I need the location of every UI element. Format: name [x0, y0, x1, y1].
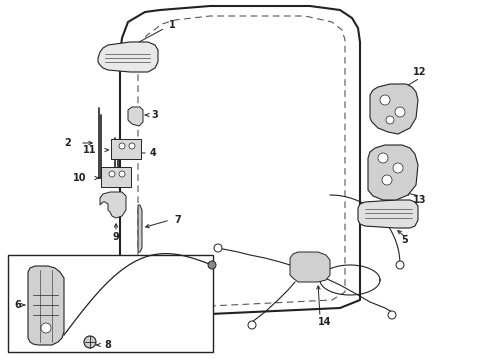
Polygon shape	[100, 192, 126, 218]
Text: 7: 7	[174, 215, 181, 225]
Circle shape	[381, 175, 391, 185]
Polygon shape	[138, 205, 142, 252]
Text: 8: 8	[104, 340, 111, 350]
Circle shape	[119, 143, 125, 149]
FancyBboxPatch shape	[111, 139, 141, 159]
Polygon shape	[369, 84, 417, 134]
Polygon shape	[289, 252, 329, 282]
Text: 11: 11	[83, 145, 97, 155]
Circle shape	[385, 116, 393, 124]
Circle shape	[214, 244, 222, 252]
Circle shape	[129, 143, 135, 149]
FancyBboxPatch shape	[8, 255, 213, 352]
Circle shape	[109, 171, 115, 177]
FancyBboxPatch shape	[101, 167, 131, 187]
Text: 3: 3	[151, 110, 158, 120]
Circle shape	[119, 171, 125, 177]
Polygon shape	[367, 145, 417, 200]
Circle shape	[395, 261, 403, 269]
Polygon shape	[28, 266, 64, 345]
Polygon shape	[98, 42, 158, 72]
Text: 4: 4	[149, 148, 156, 158]
Circle shape	[247, 321, 256, 329]
Text: 6: 6	[15, 300, 21, 310]
Circle shape	[392, 163, 402, 173]
Text: 2: 2	[64, 138, 71, 148]
Circle shape	[387, 311, 395, 319]
Text: 10: 10	[73, 173, 86, 183]
Text: 9: 9	[112, 232, 119, 242]
Text: 13: 13	[412, 195, 426, 205]
Circle shape	[207, 261, 216, 269]
Text: 12: 12	[412, 67, 426, 77]
Polygon shape	[357, 200, 417, 228]
Circle shape	[379, 95, 389, 105]
Circle shape	[377, 153, 387, 163]
Polygon shape	[128, 107, 142, 126]
Text: 14: 14	[318, 317, 331, 327]
Text: 1: 1	[168, 20, 175, 30]
Text: 5: 5	[401, 235, 407, 245]
Circle shape	[41, 323, 51, 333]
Circle shape	[394, 107, 404, 117]
Circle shape	[84, 336, 96, 348]
